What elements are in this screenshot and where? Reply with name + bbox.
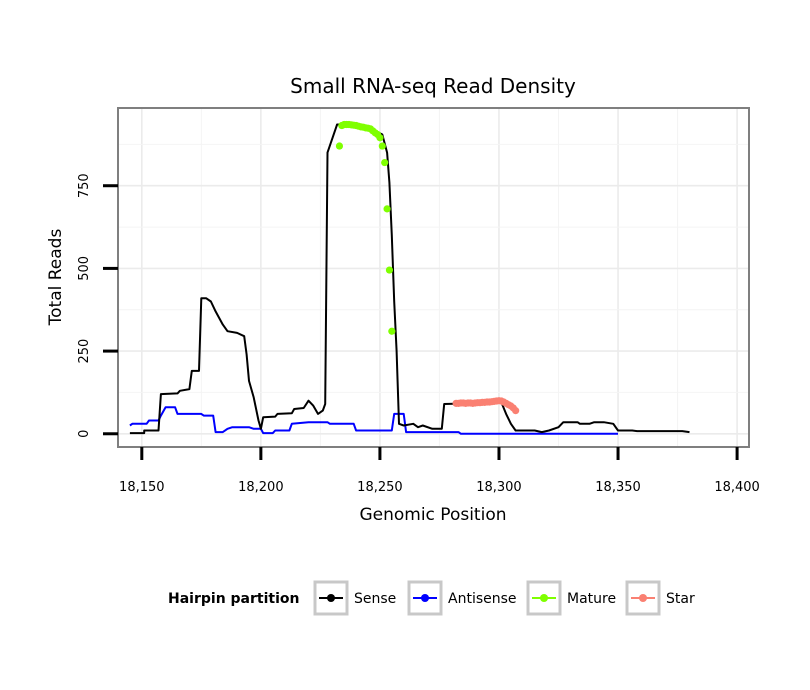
point-star [512, 407, 520, 415]
x-tick-label: 18,250 [357, 480, 403, 495]
series-line-antisense [129, 406, 618, 435]
y-axis-label: Total Reads [46, 229, 66, 327]
series-layer [129, 120, 690, 435]
legend-key-point [639, 594, 647, 602]
y-tick-label: 250 [77, 339, 92, 364]
legend-title: Hairpin partition [168, 591, 299, 607]
x-tick-label: 18,300 [476, 480, 522, 495]
point-mature [381, 158, 389, 167]
panel-border [117, 107, 750, 448]
point-mature [335, 142, 344, 150]
point-mature [376, 134, 384, 142]
y-tick-label: 750 [77, 173, 92, 198]
legend-key-point [540, 594, 548, 602]
x-tick-label: 18,350 [595, 480, 641, 495]
legend-entry-star: Star [625, 580, 695, 616]
point-mature [378, 142, 386, 150]
panel-background [118, 108, 749, 447]
y-tick-label: 500 [77, 256, 92, 281]
legend-label: Antisense [448, 591, 517, 607]
legend-entry-antisense: Antisense [407, 580, 517, 616]
legend-key-point [327, 594, 335, 602]
legend-label: Mature [567, 591, 616, 607]
legend-key-point [421, 594, 429, 602]
legend: Hairpin partition Sense Antisense Mature St… [168, 580, 695, 616]
point-mature [388, 327, 396, 335]
point-mature [383, 205, 391, 213]
axes: 18,150 18,200 18,250 18,300 18,350 18,400 0 250… [77, 173, 760, 495]
legend-entry-sense: Sense [313, 580, 396, 616]
grid-lines [118, 108, 749, 447]
legend-label: Star [666, 591, 695, 607]
legend-label: Sense [354, 591, 396, 607]
y-tick-label: 0 [77, 430, 92, 438]
x-axis-label: Genomic Position [359, 505, 506, 525]
legend-entry-mature: Mature [526, 580, 616, 616]
x-tick-label: 18,400 [714, 480, 760, 495]
chart-title: Small RNA-seq Read Density [290, 74, 576, 98]
x-tick-label: 18,200 [238, 480, 284, 495]
point-mature [385, 266, 394, 274]
x-tick-label: 18,150 [119, 480, 165, 495]
